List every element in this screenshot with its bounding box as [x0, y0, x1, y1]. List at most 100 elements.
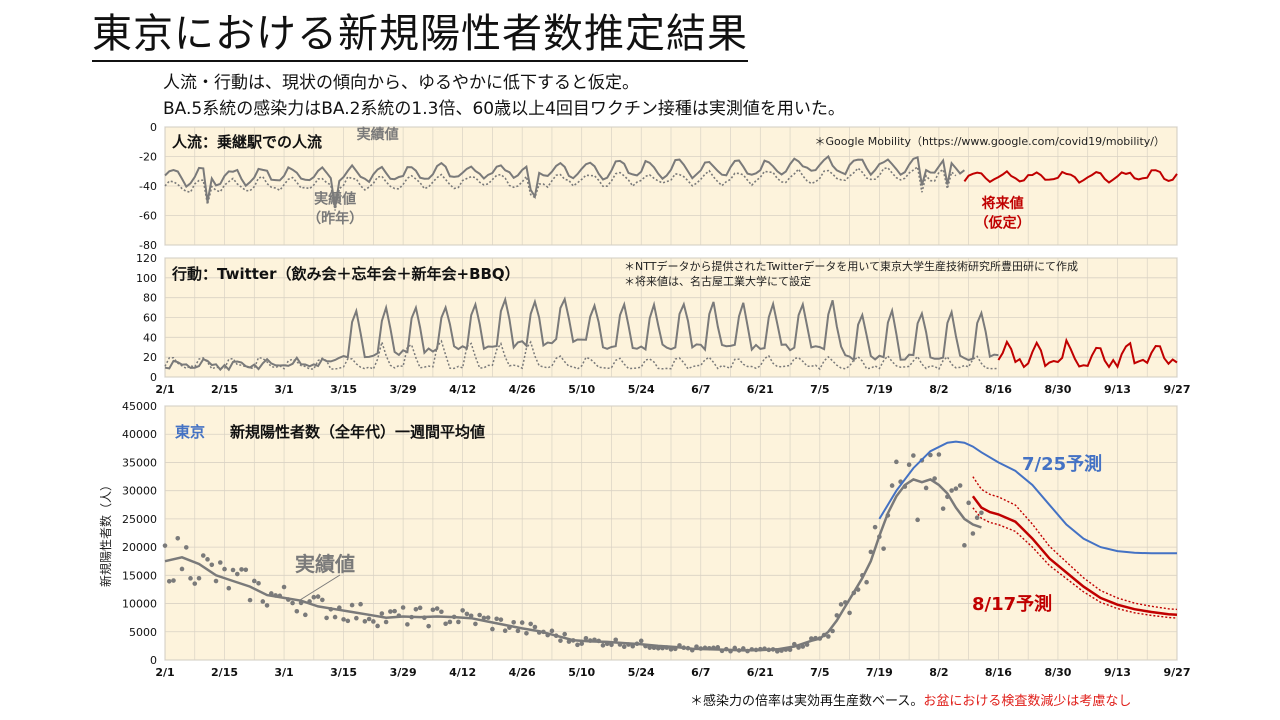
cases-actual-label-leader — [299, 574, 341, 601]
cases-daily-point — [413, 607, 419, 612]
subtitle-line-2: BA.5系統の感染力はBA.2系統の1.3倍、60歳以上4回目ワクチン接種は実測… — [163, 99, 845, 119]
cases-daily-point — [579, 641, 585, 646]
cases-daily-point — [515, 628, 521, 634]
cases-daily-point — [940, 506, 946, 511]
cases-daily-point — [974, 515, 980, 521]
cases-daily-point — [192, 581, 198, 586]
subtitle-line-1: 人流・行動は、現状の傾向から、ゆるやかに低下すると仮定。 — [163, 73, 639, 93]
cases-daily-point — [511, 619, 516, 625]
xtick-label: 3/1 — [274, 383, 293, 396]
cases-daily-point — [332, 614, 338, 620]
cases-daily-point — [388, 609, 393, 614]
cases-forecast-817-line — [971, 495, 1178, 617]
cases-daily-point — [970, 531, 976, 536]
xtick-label: 9/27 — [1164, 666, 1191, 679]
cases-daily-point — [362, 619, 368, 624]
xtick-label: 2/1 — [155, 666, 174, 679]
cases-daily-point — [426, 623, 431, 629]
cases-daily-point — [464, 611, 470, 617]
mobility-ytick-label: -40 — [139, 180, 157, 193]
mobility-note: ＊Google Mobility（https://www.google.com/… — [815, 135, 1166, 148]
cases-daily-point — [979, 510, 984, 516]
cases-daily-point — [256, 581, 261, 586]
xtick-label: 4/12 — [449, 666, 476, 679]
cases-daily-point — [349, 602, 355, 608]
cases-forecast-817-upper — [972, 476, 1178, 611]
xtick-label: 5/10 — [568, 666, 595, 679]
mobility-annotation: 将来値 — [982, 195, 1024, 212]
cases-daily-point — [392, 608, 397, 614]
cases-daily-point — [668, 647, 674, 652]
xtick-label: 6/21 — [747, 666, 774, 679]
mobility-future-line — [963, 169, 1178, 184]
twitter-ytick-label: 80 — [143, 292, 157, 305]
cases-daily-point — [460, 608, 465, 613]
xtick-label: 6/21 — [747, 383, 774, 396]
cases-daily-point — [175, 535, 181, 541]
twitter-ytick-label: 40 — [143, 331, 157, 344]
cases-daily-point — [519, 620, 525, 625]
cases-daily-point — [800, 644, 806, 649]
twitter-title: 行動：Twitter（飲み会＋忘年会＋新年会+BBQ） — [171, 265, 520, 283]
cases-daily-point — [179, 566, 185, 572]
xtick-label: 5/24 — [628, 666, 655, 679]
xtick-label: 3/29 — [390, 666, 417, 679]
cases-ytick-label: 25000 — [122, 513, 157, 526]
cases-daily-point — [600, 643, 606, 648]
cases-daily-point — [226, 585, 232, 591]
xtick-label: 7/19 — [866, 383, 893, 396]
cases-daily-point — [911, 453, 916, 458]
xtick-label: 4/26 — [509, 666, 536, 679]
cases-daily-point — [320, 597, 325, 603]
mobility-annotation: 実績値 — [357, 126, 399, 143]
mobility-ytick-label: -20 — [139, 151, 157, 164]
xtick-label: 9/13 — [1104, 383, 1131, 396]
cases-ytick-label: 15000 — [122, 569, 157, 582]
mobility-ytick-label: -80 — [139, 239, 157, 252]
cases-daily-point — [375, 623, 380, 629]
xtick-label: 3/1 — [274, 666, 293, 679]
cases-forecast-817-label: 8/17予測 — [972, 593, 1052, 615]
cases-daily-point — [558, 638, 563, 643]
twitter-ytick-label: 60 — [143, 312, 157, 325]
cases-daily-point — [647, 645, 653, 650]
mobility-actual-line — [164, 154, 966, 209]
cases-daily-point — [311, 594, 317, 600]
cases-daily-point — [609, 642, 614, 648]
cases-daily-point — [213, 578, 219, 584]
xtick-label: 2/15 — [211, 383, 238, 396]
cases-daily-point — [345, 618, 351, 624]
footnote-warning: お盆における検査数減少は考慮なし — [923, 694, 1132, 709]
cases-ytick-label: 45000 — [122, 400, 157, 413]
xtick-label: 8/16 — [985, 666, 1012, 679]
cases-daily-point — [485, 615, 491, 620]
mobility-annotation: （昨年） — [307, 210, 363, 227]
xtick-label: 8/30 — [1044, 666, 1071, 679]
cases-daily-point — [188, 576, 193, 581]
cases-daily-point — [239, 567, 244, 572]
twitter-note-1: ＊NTTデータから提供されたTwitterデータを用いて東京大学生産技術研究所豊… — [624, 259, 1078, 273]
cases-daily-point — [294, 608, 300, 614]
cases-title: 新規陽性者数（全年代）一週間平均値 — [230, 423, 485, 441]
cases-daily-point — [217, 560, 223, 565]
xtick-label: 7/5 — [810, 666, 829, 679]
xtick-label: 8/16 — [985, 383, 1012, 396]
xtick-label: 4/12 — [449, 383, 476, 396]
footnote: ＊感染力の倍率は実効再生産数ベース。お盆における検査数減少は考慮なし — [690, 690, 1131, 709]
cases-daily-point — [456, 619, 461, 625]
cases-daily-point — [490, 626, 495, 632]
cases-daily-point — [621, 644, 627, 650]
cases-actual-label: 実績値 — [295, 552, 355, 576]
xtick-label: 8/30 — [1044, 383, 1071, 396]
cases-daily-point — [949, 488, 954, 493]
cases-daily-point — [230, 567, 236, 573]
cases-daily-point — [222, 566, 227, 572]
cases-daily-point — [915, 517, 920, 523]
xtick-label: 8/2 — [929, 383, 948, 396]
cases-daily-point — [341, 617, 346, 622]
cases-daily-point — [383, 619, 389, 625]
cases-daily-point — [243, 567, 249, 573]
cases-daily-point — [430, 607, 436, 613]
cases-daily-point — [473, 621, 478, 627]
cases-forecast-725-line — [878, 440, 1177, 555]
